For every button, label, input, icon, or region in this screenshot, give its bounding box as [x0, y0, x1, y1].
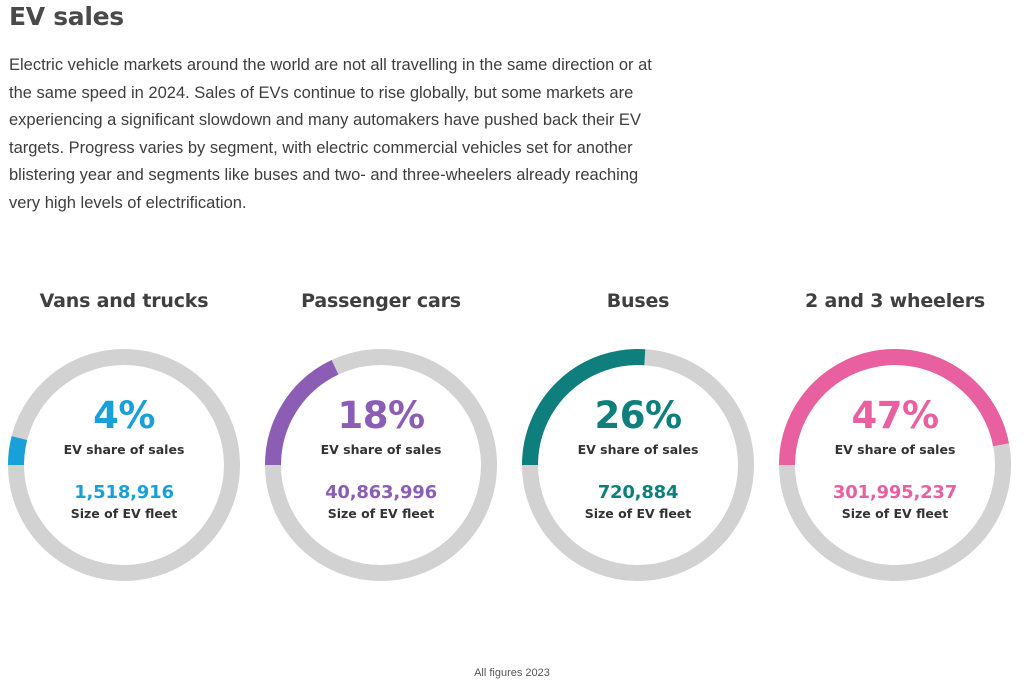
ev-share-ring — [265, 349, 497, 581]
ev-share-percent: 4% — [93, 394, 155, 437]
page-title: EV sales — [9, 2, 124, 31]
ev-fleet-label: Size of EV fleet — [841, 506, 949, 521]
ev-share-label: EV share of sales — [577, 442, 699, 457]
segment-title: Vans and trucks — [39, 290, 209, 312]
intro-paragraph: Electric vehicle markets around the worl… — [9, 56, 652, 212]
ev-fleet-size: 301,995,237 — [832, 482, 958, 503]
segment-card-vans-trucks: Vans and trucks 4% EV share of sales 1,5… — [0, 286, 254, 586]
ev-share-label: EV share of sales — [320, 442, 442, 457]
ev-share-label: EV share of sales — [834, 442, 956, 457]
ev-fleet-size: 1,518,916 — [74, 482, 174, 503]
ev-share-ring — [779, 349, 1011, 581]
segment-card-buses: Buses 26% EV share of sales 720,884 Size… — [508, 286, 768, 586]
ev-fleet-size: 720,884 — [597, 482, 679, 503]
footnote: All figures 2023 — [474, 667, 550, 679]
segment-title: Buses — [606, 290, 670, 312]
ring-share-arc — [779, 349, 1009, 466]
ring-share-arc — [8, 436, 28, 466]
segment-card-two-three-wheelers: 2 and 3 wheelers 47% EV share of sales 3… — [765, 286, 1024, 586]
ev-share-percent: 18% — [337, 394, 425, 437]
ev-share-ring — [522, 349, 754, 581]
ring-share-arc — [522, 349, 646, 466]
ring-track — [8, 349, 240, 581]
ev-fleet-label: Size of EV fleet — [327, 506, 435, 521]
segment-title: Passenger cars — [301, 290, 461, 312]
ev-share-label: EV share of sales — [63, 442, 185, 457]
ev-share-percent: 26% — [594, 394, 682, 437]
segment-title: 2 and 3 wheelers — [805, 290, 985, 312]
ev-fleet-label: Size of EV fleet — [70, 506, 178, 521]
ev-fleet-size: 40,863,996 — [325, 482, 437, 503]
segment-card-passenger-cars: Passenger cars 18% EV share of sales 40,… — [251, 286, 511, 586]
ev-fleet-label: Size of EV fleet — [584, 506, 692, 521]
ev-share-percent: 47% — [851, 394, 939, 437]
ring-share-arc — [265, 360, 339, 466]
ev-share-ring — [8, 349, 240, 581]
